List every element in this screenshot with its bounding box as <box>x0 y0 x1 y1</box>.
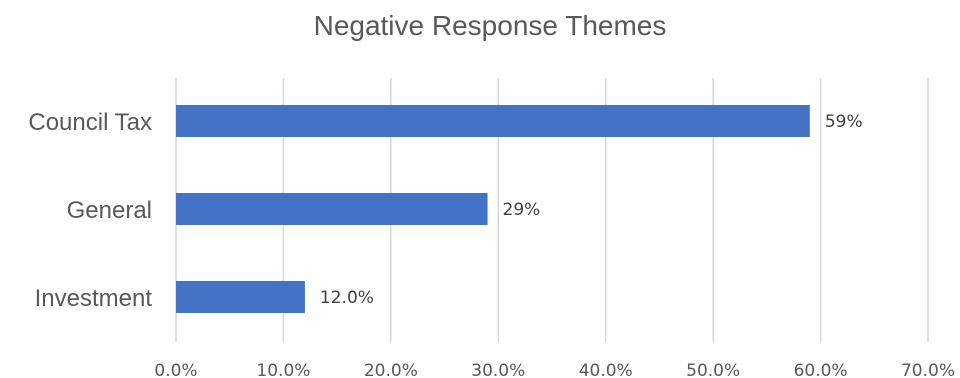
x-tick-label: 30.0% <box>471 361 525 378</box>
bars <box>176 105 810 313</box>
category-labels: Council Tax General Investment <box>28 109 152 312</box>
x-axis-tick-labels: 0.0% 10.0% 20.0% 30.0% 40.0% 50.0% 60.0% 70.0% <box>154 361 955 378</box>
data-label: 59% <box>825 112 863 132</box>
x-tick-label: 0.0% <box>154 361 197 378</box>
x-tick-label: 70.0% <box>901 361 955 378</box>
bar <box>176 105 810 137</box>
x-tick-label: 50.0% <box>686 361 740 378</box>
category-label: Council Tax <box>28 109 152 136</box>
category-label: General <box>67 197 152 224</box>
category-label: Investment <box>35 285 153 312</box>
data-label: 12.0% <box>320 288 374 308</box>
data-labels: 59% 29% 12.0% <box>320 112 863 308</box>
bar <box>176 281 305 313</box>
x-tick-label: 20.0% <box>364 361 418 378</box>
x-tick-label: 40.0% <box>579 361 633 378</box>
data-label: 29% <box>503 200 541 220</box>
x-tick-label: 60.0% <box>794 361 848 378</box>
bar <box>176 193 488 225</box>
chart-title: Negative Response Themes <box>313 10 667 41</box>
x-tick-label: 10.0% <box>256 361 310 378</box>
